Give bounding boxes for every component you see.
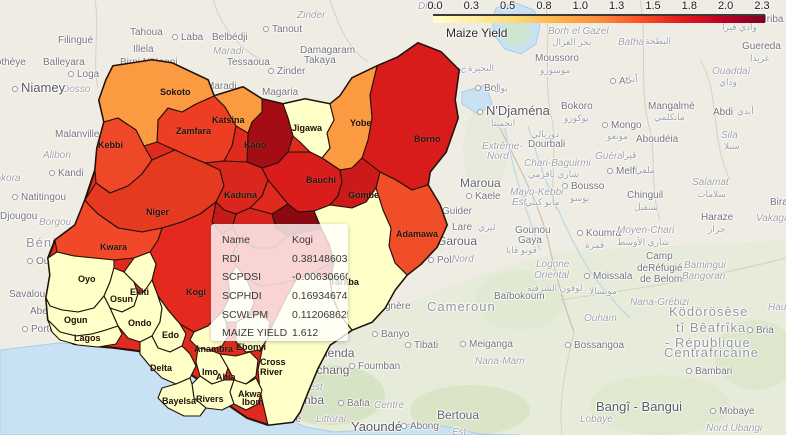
legend-tick: 2.3 xyxy=(754,0,770,12)
legend-tick: 1.0 xyxy=(572,0,588,12)
state-ekiti[interactable] xyxy=(123,251,157,293)
tooltip-row: RDI 0.381486036 xyxy=(222,250,348,269)
lake-chad-arm xyxy=(461,84,493,115)
tooltip-field-value: Kogi xyxy=(292,234,314,247)
tooltip-field-label: MAIZE YIELD xyxy=(222,327,288,340)
maize-yield-legend: 0.0 0.3 0.5 0.8 1.0 1.3 1.5 1.8 2.0 2.3 Maize Yie… xyxy=(427,0,769,41)
river-lines xyxy=(504,125,631,319)
tooltip-field-value: 0.381486036 xyxy=(292,252,348,265)
tooltip-field-label: SCPDSI xyxy=(222,271,262,284)
tooltip-row: Name Kogi xyxy=(222,231,342,250)
lake-chad-marsh xyxy=(502,18,533,47)
forest-patch xyxy=(590,375,730,435)
state-abia[interactable] xyxy=(219,351,259,385)
legend-tick: 0.8 xyxy=(536,0,552,12)
state-lagos[interactable] xyxy=(47,319,123,348)
tooltip-field-value: 0.112068625 xyxy=(292,308,348,321)
admin-border-lines xyxy=(94,0,786,435)
tooltip-row: SCPHDI 0.169346742 xyxy=(222,287,348,306)
legend-tick: 1.5 xyxy=(645,0,661,12)
state-akwaibom[interactable] xyxy=(229,377,263,411)
legend-tick-row: 0.0 0.3 0.5 0.8 1.0 1.3 1.5 1.8 2.0 2.3 xyxy=(427,0,769,13)
legend-title: Maize Yield xyxy=(446,26,508,40)
tooltip-field-label: SCWLPM xyxy=(222,308,269,321)
tooltip-row: SCWLPM 0.112068625 xyxy=(222,305,348,324)
forest-patch xyxy=(715,320,786,390)
tooltip-row: SCPDSI -0.006306609 xyxy=(222,268,348,287)
country-border-lines xyxy=(499,127,575,333)
forest-patch xyxy=(410,385,530,435)
forest-patch xyxy=(475,270,565,330)
legend-tick: 1.3 xyxy=(609,0,625,12)
tooltip-field-value: -0.006306609 xyxy=(292,271,348,284)
legend-tick: 0.0 xyxy=(427,0,443,12)
tooltip-row: MAIZE YIELD 1.612 xyxy=(222,324,342,341)
tooltip-field-value: 1.612 xyxy=(292,327,319,340)
feature-tooltip: Name Kogi RDI 0.381486036 SCPDSI -0.006306609… xyxy=(211,224,348,341)
tooltip-field-label: RDI xyxy=(222,252,241,265)
legend-gradient-bar xyxy=(433,14,765,23)
legend-tick: 0.3 xyxy=(463,0,479,12)
state-delta[interactable] xyxy=(139,335,197,385)
legend-tick: 1.8 xyxy=(681,0,697,12)
state-borno[interactable] xyxy=(361,42,460,191)
state-bayelsa[interactable] xyxy=(157,377,207,417)
tooltip-field-value: 0.169346742 xyxy=(292,290,348,303)
tooltip-field-label: SCPHDI xyxy=(222,290,262,303)
legend-tick: 2.0 xyxy=(718,0,734,12)
legend-tick: 0.5 xyxy=(500,0,516,12)
tooltip-field-label: Name xyxy=(222,234,251,247)
riparian-strip xyxy=(463,105,507,195)
